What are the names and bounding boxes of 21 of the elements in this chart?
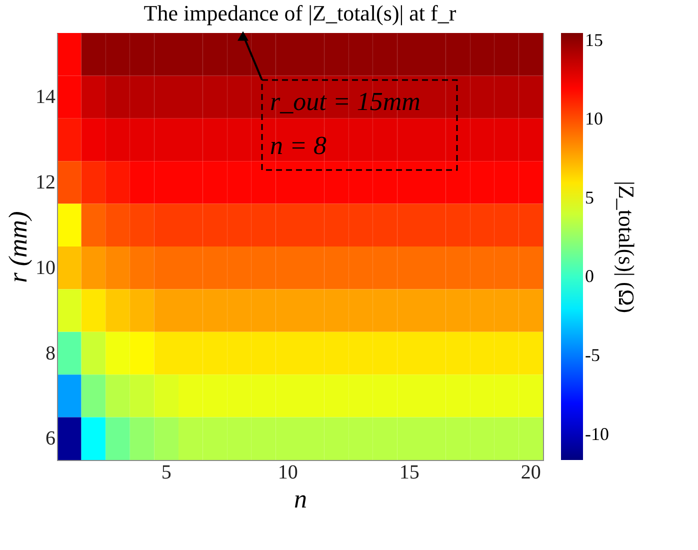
annotation: n = 8 bbox=[270, 131, 327, 160]
color-bar-label: 15 bbox=[585, 30, 603, 50]
y-tick-label: 8 bbox=[46, 342, 56, 364]
color-bar-label: 5 bbox=[585, 187, 594, 208]
x-axis-title: n bbox=[294, 484, 307, 514]
y-tick-label: 14 bbox=[36, 86, 56, 108]
x-tick-label: 20 bbox=[520, 462, 541, 484]
y-tick-label: 10 bbox=[36, 256, 56, 279]
color-bar-title: |Z_total(s)| (Ω) bbox=[614, 180, 639, 314]
x-tick-label: 15 bbox=[399, 462, 420, 484]
color-bar-label: -10 bbox=[585, 424, 609, 444]
y-tick-label: 6 bbox=[46, 428, 56, 450]
y-tick-label: 12 bbox=[36, 171, 56, 194]
color-bar-label: 10 bbox=[585, 108, 603, 129]
x-tick-label: 10 bbox=[278, 462, 298, 484]
x-tick-label: 5 bbox=[161, 462, 172, 484]
y-axis-title: r (mm) bbox=[4, 211, 32, 283]
color-bar-label: -5 bbox=[585, 345, 600, 366]
color-bar-label: 0 bbox=[585, 266, 594, 286]
annotation: r_out = 15mm bbox=[270, 87, 420, 116]
chart-title: The impedance of |Z_total(s)| at f_r bbox=[144, 0, 457, 26]
